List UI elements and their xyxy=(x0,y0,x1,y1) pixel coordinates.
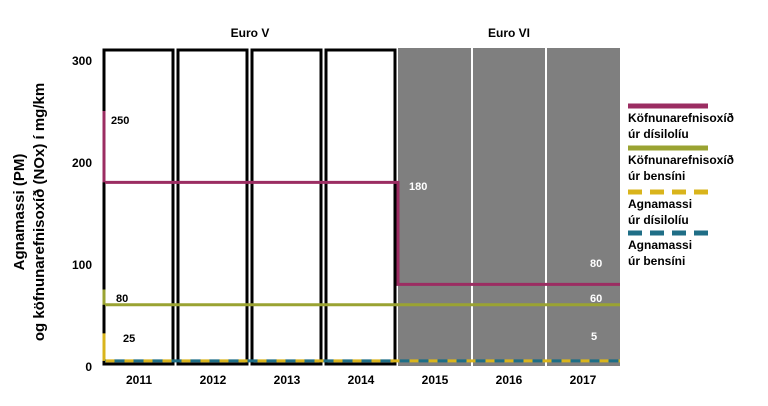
y-tick-label: 200 xyxy=(72,156,92,170)
legend-label: úr bensíni xyxy=(628,169,685,183)
era-label-1: Euro VI xyxy=(488,26,530,40)
legend-label: Agnamassi xyxy=(628,197,692,211)
data-label: 80 xyxy=(590,258,602,270)
era-label-0: Euro V xyxy=(231,26,270,40)
year-column-2017 xyxy=(546,48,620,366)
year-column-2012 xyxy=(176,48,249,366)
x-tick-label: 2015 xyxy=(422,373,449,387)
x-tick-label: 2014 xyxy=(348,373,375,387)
x-tick-label: 2017 xyxy=(570,373,597,387)
legend-label: úr bensíni xyxy=(628,254,685,268)
data-label: 250 xyxy=(111,115,129,127)
x-tick-label: 2016 xyxy=(496,373,523,387)
data-label: 180 xyxy=(409,181,427,193)
year-column-2014 xyxy=(324,48,397,366)
y-tick-label: 0 xyxy=(85,360,92,374)
series-line-0 xyxy=(105,180,620,286)
legend-label: úr dísilolíu xyxy=(628,213,689,227)
y-axis-label: og köfnunarefnisoxíð (NOx) í mg/km xyxy=(31,83,48,341)
x-tick-label: 2012 xyxy=(200,373,227,387)
legend-label: úr dísilolíu xyxy=(628,127,689,141)
y-tick-label: 100 xyxy=(72,258,92,272)
legend-label: Köfnunarefnisoxíð xyxy=(628,153,734,167)
year-column-2016 xyxy=(472,48,546,366)
legend-label: Köfnunarefnisoxíð xyxy=(628,111,734,125)
y-axis-label: Agnamassi (PM) xyxy=(11,154,28,271)
x-tick-label: 2013 xyxy=(274,373,301,387)
year-column-2011 xyxy=(102,48,175,366)
data-label: 80 xyxy=(116,293,128,305)
legend-label: Agnamassi xyxy=(628,238,692,252)
year-column-2013 xyxy=(250,48,323,366)
x-tick-label: 2011 xyxy=(126,373,152,387)
data-label: 25 xyxy=(123,333,135,345)
year-column-2015 xyxy=(398,48,472,366)
data-label: 60 xyxy=(590,293,602,305)
data-label: 5 xyxy=(591,331,597,343)
y-tick-label: 300 xyxy=(72,54,92,68)
